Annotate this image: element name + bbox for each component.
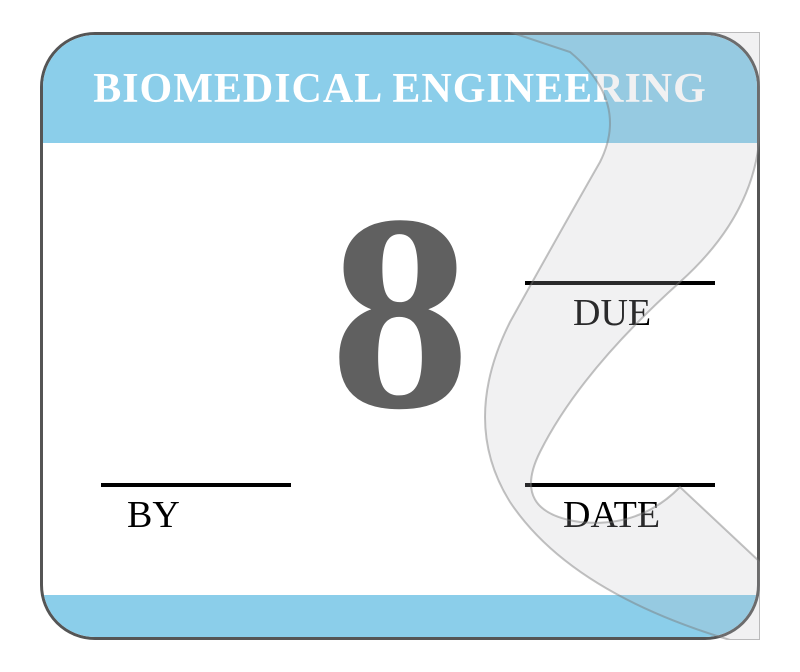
inspection-label-card: BIOMEDICAL ENGINEERING 8 DUE BY DATE bbox=[40, 32, 760, 640]
field-date-label: DATE bbox=[525, 493, 715, 537]
field-due-label: DUE bbox=[525, 291, 715, 335]
header-title: BIOMEDICAL ENGINEERING bbox=[93, 65, 707, 113]
field-by-line bbox=[101, 483, 291, 487]
field-by: BY bbox=[101, 483, 291, 537]
field-due: DUE bbox=[525, 281, 715, 335]
field-by-label: BY bbox=[101, 493, 291, 537]
footer-band bbox=[43, 595, 757, 637]
header-band: BIOMEDICAL ENGINEERING bbox=[43, 35, 757, 143]
field-due-line bbox=[525, 281, 715, 285]
field-date: DATE bbox=[525, 483, 715, 537]
center-number: 8 bbox=[330, 150, 470, 473]
field-date-line bbox=[525, 483, 715, 487]
